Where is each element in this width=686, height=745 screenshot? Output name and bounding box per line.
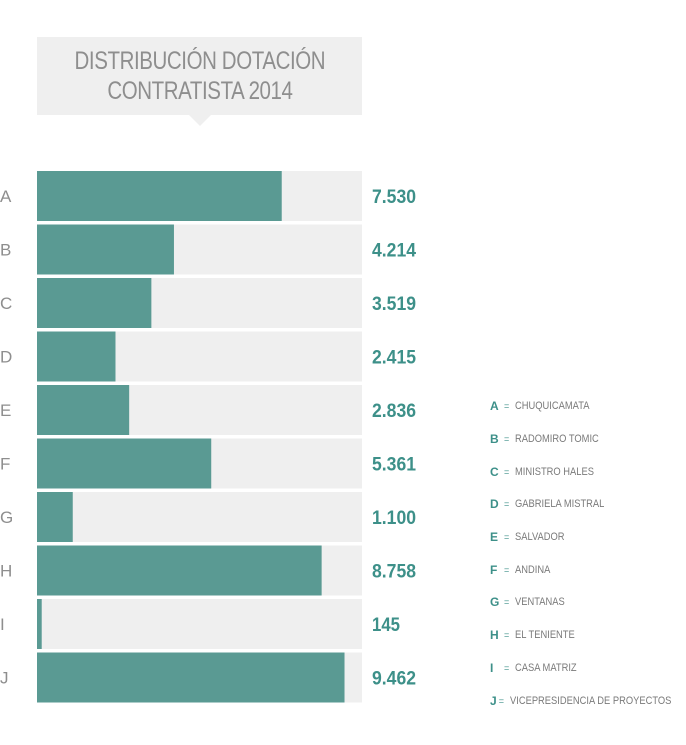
legend-key: A [490, 399, 499, 414]
bar-d [37, 331, 116, 382]
legend-separator: = [504, 401, 510, 412]
legend-key: B [490, 432, 499, 447]
legend-key: J [490, 693, 497, 708]
legend-key: I [490, 660, 494, 675]
category-label-a: A [0, 187, 12, 206]
category-label-j: J [0, 669, 9, 688]
chart-title: DISTRIBUCIÓN DOTACIÓN CONTRATISTA 2014 [37, 37, 362, 115]
value-label-d: 2.415 [372, 348, 416, 369]
chart-title-line-1: DISTRIBUCIÓN DOTACIÓN [74, 47, 325, 75]
value-label-j: 9.462 [372, 669, 416, 690]
legend-key: E [490, 530, 499, 545]
legend-separator: = [504, 499, 510, 510]
legend-item-b: B = RADOMIRO TOMIC [490, 423, 686, 456]
legend-item-f: F = ANDINA [490, 553, 686, 586]
category-label-d: D [0, 348, 12, 367]
legend-separator: = [498, 695, 504, 706]
chart-title-line-2: CONTRATISTA 2014 [106, 77, 293, 105]
category-label-b: B [0, 241, 11, 260]
legend-name: VICEPRESIDENCIA DE PROYECTOS [509, 694, 672, 707]
legend-name: RADOMIRO TOMIC [515, 433, 600, 446]
legend-name: EL TENIENTE [515, 629, 576, 642]
legend-item-i: I = CASA MATRIZ [490, 652, 686, 685]
value-label-e: 2.836 [372, 401, 416, 422]
category-label-f: F [0, 455, 10, 474]
value-label-g: 1.100 [372, 508, 416, 529]
legend-separator: = [504, 434, 510, 445]
legend: A = CHUQUICAMATA B = RADOMIRO TOMIC C = MINISTRO… [490, 390, 686, 717]
legend-key: F [490, 562, 498, 577]
legend-key: C [490, 464, 499, 479]
legend-name: SALVADOR [515, 531, 565, 544]
value-label-i: 145 [372, 615, 400, 636]
bar-track-g [37, 492, 362, 542]
category-label-c: C [0, 294, 12, 313]
legend-name: GABRIELA MISTRAL [515, 498, 605, 511]
category-label-h: H [0, 562, 12, 581]
legend-separator: = [504, 662, 510, 673]
legend-key: D [490, 497, 499, 512]
value-label-f: 5.361 [372, 455, 416, 476]
legend-item-j: J = VICEPRESIDENCIA DE PROYECTOS [490, 684, 686, 717]
legend-separator: = [504, 564, 510, 575]
legend-name: CASA MATRIZ [515, 661, 577, 674]
legend-key: G [490, 595, 500, 610]
legend-item-g: G = VENTANAS [490, 586, 686, 619]
value-label-a: 7.530 [372, 187, 416, 208]
bar-i [37, 599, 42, 649]
legend-key: H [490, 628, 499, 643]
value-label-b: 4.214 [372, 241, 416, 262]
legend-name: ANDINA [515, 563, 551, 576]
legend-name: CHUQUICAMATA [515, 400, 590, 413]
legend-item-a: A = CHUQUICAMATA [490, 390, 686, 423]
legend-item-c: C = MINISTRO HALES [490, 455, 686, 488]
bar-j [37, 652, 345, 703]
legend-item-d: D = GABRIELA MISTRAL [490, 488, 686, 521]
bar-b [37, 224, 174, 275]
value-label-h: 8.758 [372, 562, 416, 583]
legend-separator: = [504, 532, 510, 543]
legend-separator: = [504, 466, 510, 477]
category-label-g: G [0, 508, 13, 527]
bar-e [37, 385, 130, 435]
legend-item-h: H = EL TENIENTE [490, 619, 686, 652]
bar-g [37, 492, 73, 542]
bar-h [37, 545, 322, 596]
legend-item-e: E = SALVADOR [490, 521, 686, 554]
category-label-e: E [0, 401, 11, 420]
value-label-c: 3.519 [372, 294, 416, 315]
bar-a [37, 171, 282, 221]
title-pointer [189, 115, 211, 126]
bar-f [37, 438, 212, 489]
legend-name: VENTANAS [515, 596, 565, 609]
bar-track-i [37, 599, 362, 649]
category-label-i: I [0, 615, 5, 634]
legend-separator: = [504, 597, 510, 608]
legend-name: MINISTRO HALES [515, 465, 595, 478]
bar-c [37, 278, 152, 328]
legend-separator: = [504, 630, 510, 641]
